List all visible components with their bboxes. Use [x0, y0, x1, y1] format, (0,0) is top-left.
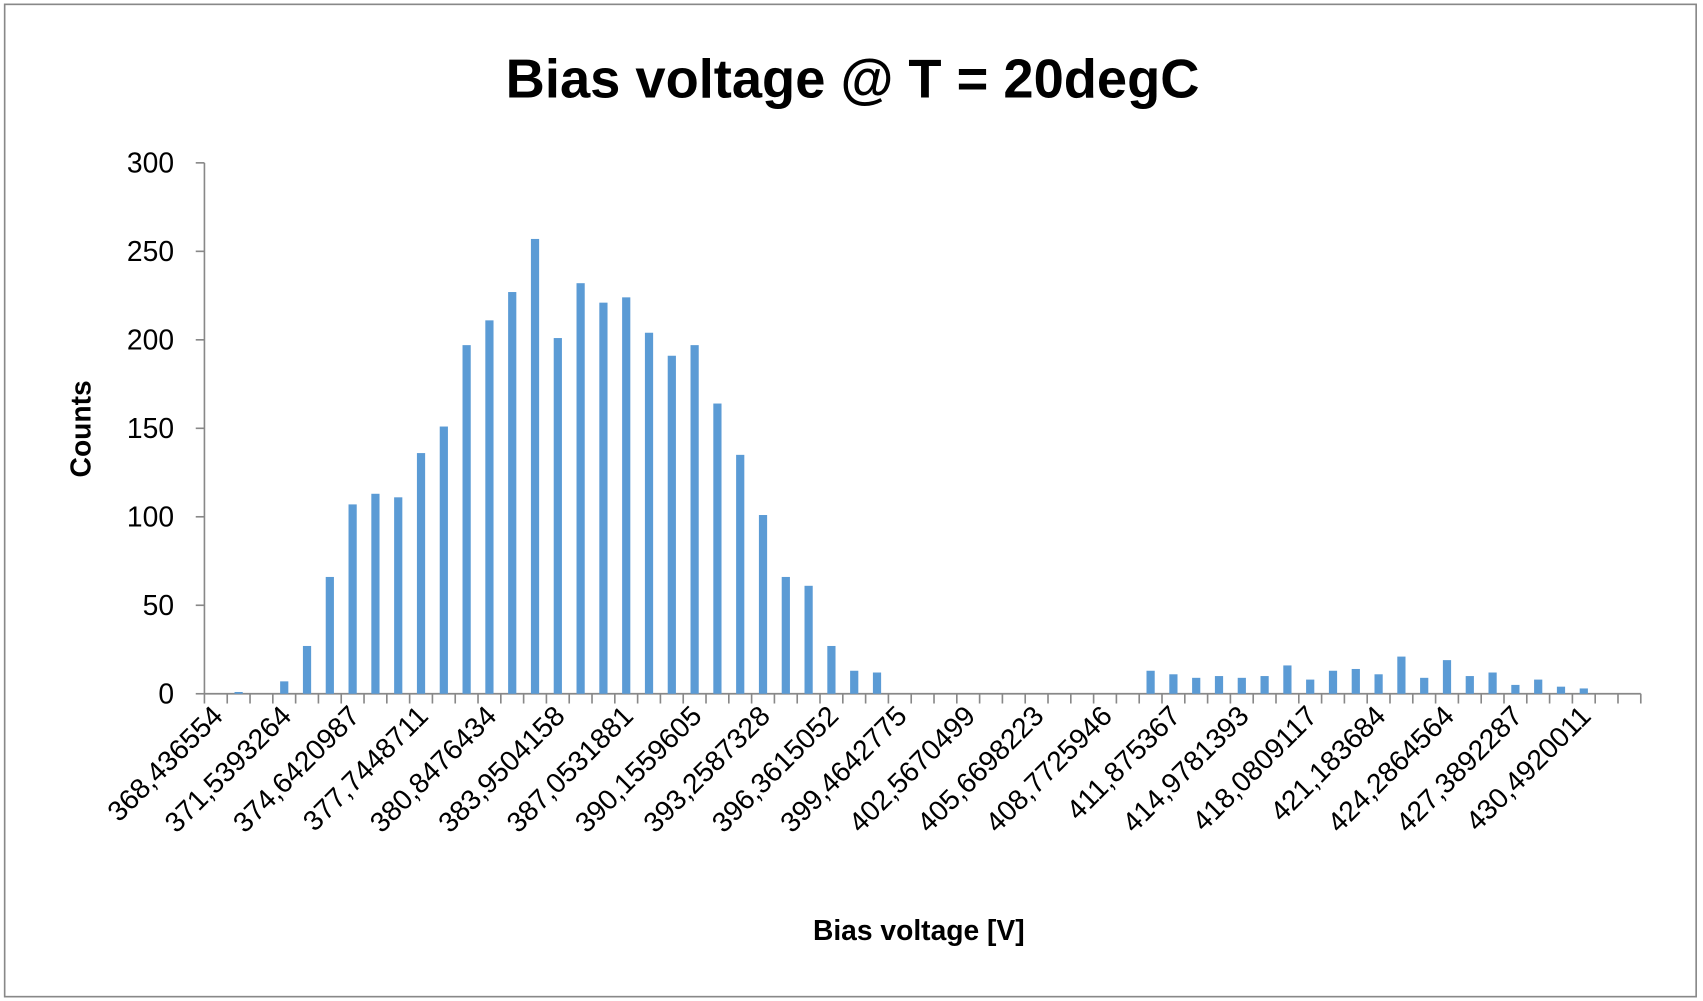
bar	[1306, 679, 1315, 694]
bar	[667, 355, 676, 694]
bar	[530, 238, 540, 694]
y-tick-label: 200	[127, 324, 174, 356]
bar	[576, 283, 585, 694]
bar	[371, 493, 380, 694]
bar	[462, 345, 471, 694]
bar	[713, 403, 722, 694]
bar	[1442, 660, 1452, 694]
y-tick-label: 100	[127, 501, 174, 533]
bar	[1169, 674, 1178, 694]
y-axis-label: Counts	[64, 380, 96, 477]
bar	[736, 454, 745, 694]
chart-border	[3, 3, 1697, 998]
x-axis-label: Bias voltage [V]	[813, 914, 1025, 946]
bar	[1192, 677, 1201, 694]
bar	[1283, 665, 1292, 694]
bar	[1556, 686, 1566, 694]
bar	[553, 338, 562, 694]
bar	[439, 426, 448, 694]
bar	[1511, 684, 1520, 694]
y-tick-label: 250	[127, 235, 174, 267]
bar	[508, 292, 517, 694]
bar	[1397, 656, 1406, 694]
bar	[1328, 670, 1338, 694]
bar	[622, 297, 631, 694]
bar	[280, 681, 289, 694]
bar	[1465, 676, 1474, 694]
bar	[485, 320, 494, 694]
bar	[1488, 672, 1497, 694]
bar	[348, 504, 357, 694]
bar	[781, 576, 790, 694]
bar	[644, 332, 654, 694]
bar	[1351, 668, 1360, 694]
bar	[1214, 676, 1224, 694]
bar	[1146, 670, 1155, 694]
y-tick-label: 300	[127, 147, 174, 179]
bar	[325, 576, 334, 694]
bar	[394, 497, 403, 694]
y-tick-label: 150	[127, 412, 174, 444]
bar	[234, 691, 243, 694]
bar	[1374, 674, 1383, 694]
bar	[872, 672, 882, 694]
bar	[1420, 677, 1429, 694]
bar	[599, 302, 608, 694]
bar	[416, 453, 426, 694]
bar	[758, 515, 768, 694]
bar	[690, 345, 699, 694]
chart-title: Bias voltage @ T = 20degC	[506, 49, 1200, 110]
y-tick-label: 0	[158, 678, 174, 710]
bar	[1237, 677, 1246, 694]
bar	[302, 645, 312, 694]
bar	[1534, 679, 1543, 694]
bar	[1260, 676, 1269, 694]
bar	[827, 645, 836, 694]
bar	[804, 585, 813, 694]
y-tick-label: 50	[143, 589, 174, 621]
bar	[1579, 688, 1588, 694]
bar	[850, 670, 859, 694]
